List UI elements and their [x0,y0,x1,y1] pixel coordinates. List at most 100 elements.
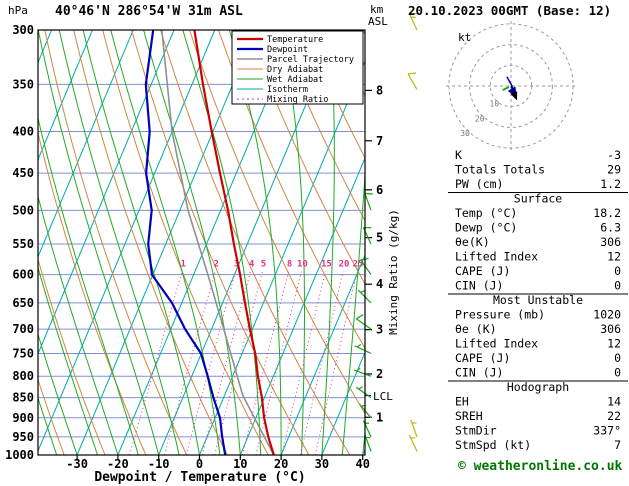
dry-adiabat-line [131,30,310,455]
wet-adiabat-line [110,30,221,455]
pressure-tick-label: 600 [12,268,34,282]
wind-barb-staff [360,259,372,276]
wet-adiabat-line [143,30,241,455]
legend-label: Parcel Trajectory [267,55,354,65]
table-row-value: 0 [614,264,621,278]
dry-adiabat-line [246,30,365,286]
mixing-ratio-label: 2 [213,260,218,270]
wind-barb-staff [410,419,418,438]
temperature-tick-label: 0 [196,457,203,471]
dry-adiabat-line [217,30,365,350]
station-title: 40°46'N 286°54'W 31m ASL [55,4,243,19]
table-row-value: 1020 [593,308,621,322]
plot-border [37,29,366,456]
legend-box [231,30,364,105]
table-row-value: 0 [614,366,621,380]
wind-barb-half-feather [360,290,365,293]
wind-barb-staff [408,13,418,31]
parcel-trajectory-curve [161,30,275,455]
legend-label: Isotherm [267,85,308,95]
pressure-tick-label: 350 [12,77,34,91]
isotherm-line [38,30,93,161]
table-row-label: Temp (°C) [455,206,517,220]
wind-barb-staff [364,193,372,211]
wet-adiabat-line [182,30,262,455]
pressure-tick-label: 400 [12,125,34,139]
table-row-label: StmDir [455,424,497,438]
dry-adiabat-line [38,377,65,455]
table-row-value: 22 [607,409,621,423]
table-row-value: -3 [607,148,621,162]
table-row-label: StmSpd (kt) [455,438,531,452]
km-tick-label: 3 [376,323,383,337]
table-row-value: 14 [607,395,621,409]
wind-barb-half-feather [356,367,361,372]
wind-barb-half-feather [358,386,363,390]
wet-adiabat-line [82,30,200,455]
pressure-unit-label: hPa [8,4,28,17]
km-axis-unit-line1: km [370,3,384,16]
table-row-label: EH [455,395,469,409]
table-section-header: Hodograph [507,380,569,394]
table-row-label: PW (cm) [455,177,503,191]
hodograph-ring-label: 20 [475,114,485,123]
legend-label: Wet Adiabat [267,75,323,85]
pressure-tick-label: 750 [12,346,34,360]
dry-adiabat-line [38,257,106,455]
table-row-value: 0 [614,279,621,293]
dry-adiabat-line [304,30,365,159]
wind-barb-staff [355,386,372,399]
indices-table: K -3 Totals Totals 29 PW (cm) 1.2 SurfaceTemp … [448,148,628,452]
mixing-ratio-label: 8 [287,260,292,270]
wind-barb-columns [353,12,418,452]
table-row-value: 337° [593,424,621,438]
wet-adiabat-line [341,166,365,455]
pressure-tick-label: 500 [12,203,34,217]
table-row-label: Totals Totals [455,163,545,177]
chart-axes: 3003504004505005506006507007508008509009… [5,23,383,471]
table-row-value: 1.2 [600,177,621,191]
dry-adiabat-line [362,30,365,36]
isotherm-line [38,30,216,453]
legend-label: Dry Adiabat [267,65,323,75]
temperature-tick-label: -10 [148,457,170,471]
dry-adiabat-line [44,30,188,455]
mixing-ratio-label: 10 [297,260,308,270]
legend-label: Dewpoint [267,45,308,55]
pressure-tick-label: 800 [12,369,34,383]
mixing-ratio-label: 4 [249,260,255,270]
legend-label: Temperature [267,35,323,45]
hodograph-plot: 10 20 30 [446,21,576,151]
table-row-value: 6.3 [600,221,621,235]
isotherm-line [38,30,134,258]
mixing-ratio-label: 20 [339,260,350,270]
table-row-label: CIN (J) [455,279,503,293]
dry-adiabat-line [189,30,365,415]
mixing-ratio-label: 15 [321,260,332,270]
table-row-value: 12 [607,250,621,264]
table-row-value: 18.2 [593,206,621,220]
pressure-tick-label: 700 [12,322,34,336]
table-row-label: θe (K) [455,322,497,336]
table-row-label: SREH [455,409,483,423]
pressure-tick-label: 550 [12,237,34,251]
hodograph-ring [448,23,574,149]
table-row-label: Dewp (°C) [455,221,517,235]
sounding-profiles [144,30,275,455]
pressure-tick-label: 950 [12,430,34,444]
pressure-tick-label: 300 [12,23,34,37]
wet-adiabat-line [38,116,139,455]
wind-barb-feather [355,314,364,320]
isotherm-line [280,253,365,455]
hodograph-ring-label: 30 [460,129,470,138]
lcl-label: LCL [373,390,393,403]
temperature-tick-label: -20 [107,457,129,471]
hodograph-storm-motion-arrow [510,85,518,101]
table-row-value: 12 [607,337,621,351]
hodograph-ring [489,64,533,108]
table-row-value: 29 [607,163,621,177]
wet-adiabat-line [38,265,98,455]
